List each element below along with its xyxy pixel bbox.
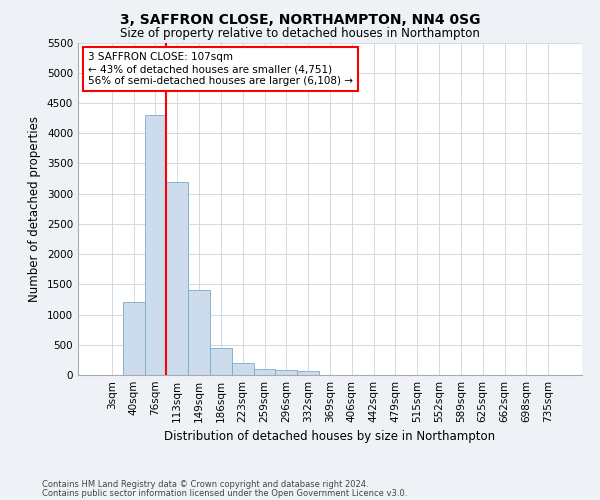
Y-axis label: Number of detached properties: Number of detached properties (28, 116, 41, 302)
Text: Size of property relative to detached houses in Northampton: Size of property relative to detached ho… (120, 28, 480, 40)
Text: 3, SAFFRON CLOSE, NORTHAMPTON, NN4 0SG: 3, SAFFRON CLOSE, NORTHAMPTON, NN4 0SG (120, 12, 480, 26)
Bar (275, 370, 297, 375)
Bar (123, 302, 145, 375)
X-axis label: Distribution of detached houses by size in Northampton: Distribution of detached houses by size … (164, 430, 496, 444)
Bar (188, 290, 210, 375)
Bar (297, 371, 319, 375)
Text: Contains HM Land Registry data © Crown copyright and database right 2024.: Contains HM Land Registry data © Crown c… (42, 480, 368, 489)
Text: Contains public sector information licensed under the Open Government Licence v3: Contains public sector information licen… (42, 488, 407, 498)
Bar (145, 115, 166, 375)
Text: 3 SAFFRON CLOSE: 107sqm
← 43% of detached houses are smaller (4,751)
56% of semi: 3 SAFFRON CLOSE: 107sqm ← 43% of detache… (88, 52, 353, 86)
Bar (210, 348, 232, 375)
Bar (166, 182, 188, 375)
Bar (232, 363, 254, 375)
Bar (254, 369, 275, 375)
